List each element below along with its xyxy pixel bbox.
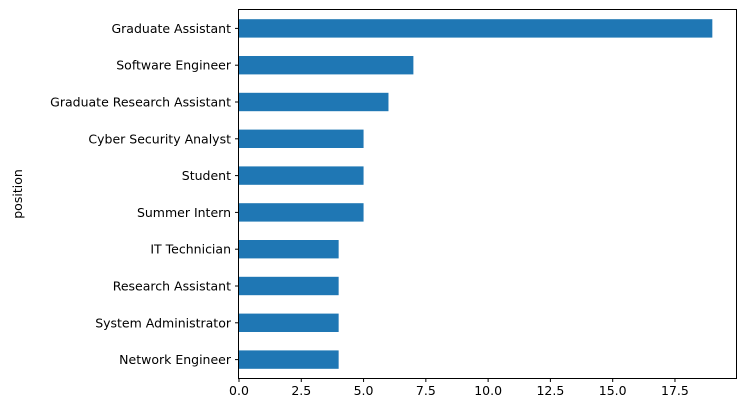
- bar: [239, 19, 713, 38]
- y-tick-label: Graduate Research Assistant: [50, 95, 231, 110]
- y-tick-label: Network Engineer: [119, 352, 232, 367]
- x-tick-label: 10.0: [474, 383, 502, 398]
- y-tick-label: System Administrator: [95, 315, 232, 330]
- y-tick-label: Graduate Assistant: [111, 21, 231, 36]
- y-tick-label: Cyber Security Analyst: [88, 131, 231, 146]
- x-tick-label: 0.0: [229, 383, 249, 398]
- bars-layer: [239, 19, 713, 369]
- y-tick-label: IT Technician: [150, 242, 231, 257]
- x-tick-label: 15.0: [599, 383, 627, 398]
- bar: [239, 56, 414, 75]
- plot-frame: [238, 9, 737, 379]
- x-tick-label: 12.5: [536, 383, 564, 398]
- bar: [239, 203, 364, 222]
- x-tick-label: 17.5: [661, 383, 689, 398]
- bar: [239, 166, 364, 185]
- bar: [239, 276, 339, 296]
- x-tick-label: 5.0: [354, 383, 374, 398]
- bar: [239, 92, 389, 112]
- y-tick-label: Summer Intern: [137, 205, 231, 220]
- y-axis-label: position: [10, 169, 25, 219]
- y-ticks: Graduate Assistant Software Engineer Gradu…: [50, 21, 239, 367]
- x-ticks: 0.0 2.5 5.0 7.5 10.0 12.5 15.0 17.5: [229, 378, 689, 398]
- x-tick-label: 2.5: [291, 383, 311, 398]
- y-tick-label: Research Assistant: [113, 279, 231, 294]
- x-tick-label: 7.5: [416, 383, 436, 398]
- bar: [239, 350, 339, 369]
- bar: [239, 313, 339, 332]
- y-tick-label: Student: [182, 168, 231, 183]
- y-tick-label: Software Engineer: [116, 58, 232, 73]
- bar: [239, 240, 339, 259]
- bar: [239, 129, 364, 148]
